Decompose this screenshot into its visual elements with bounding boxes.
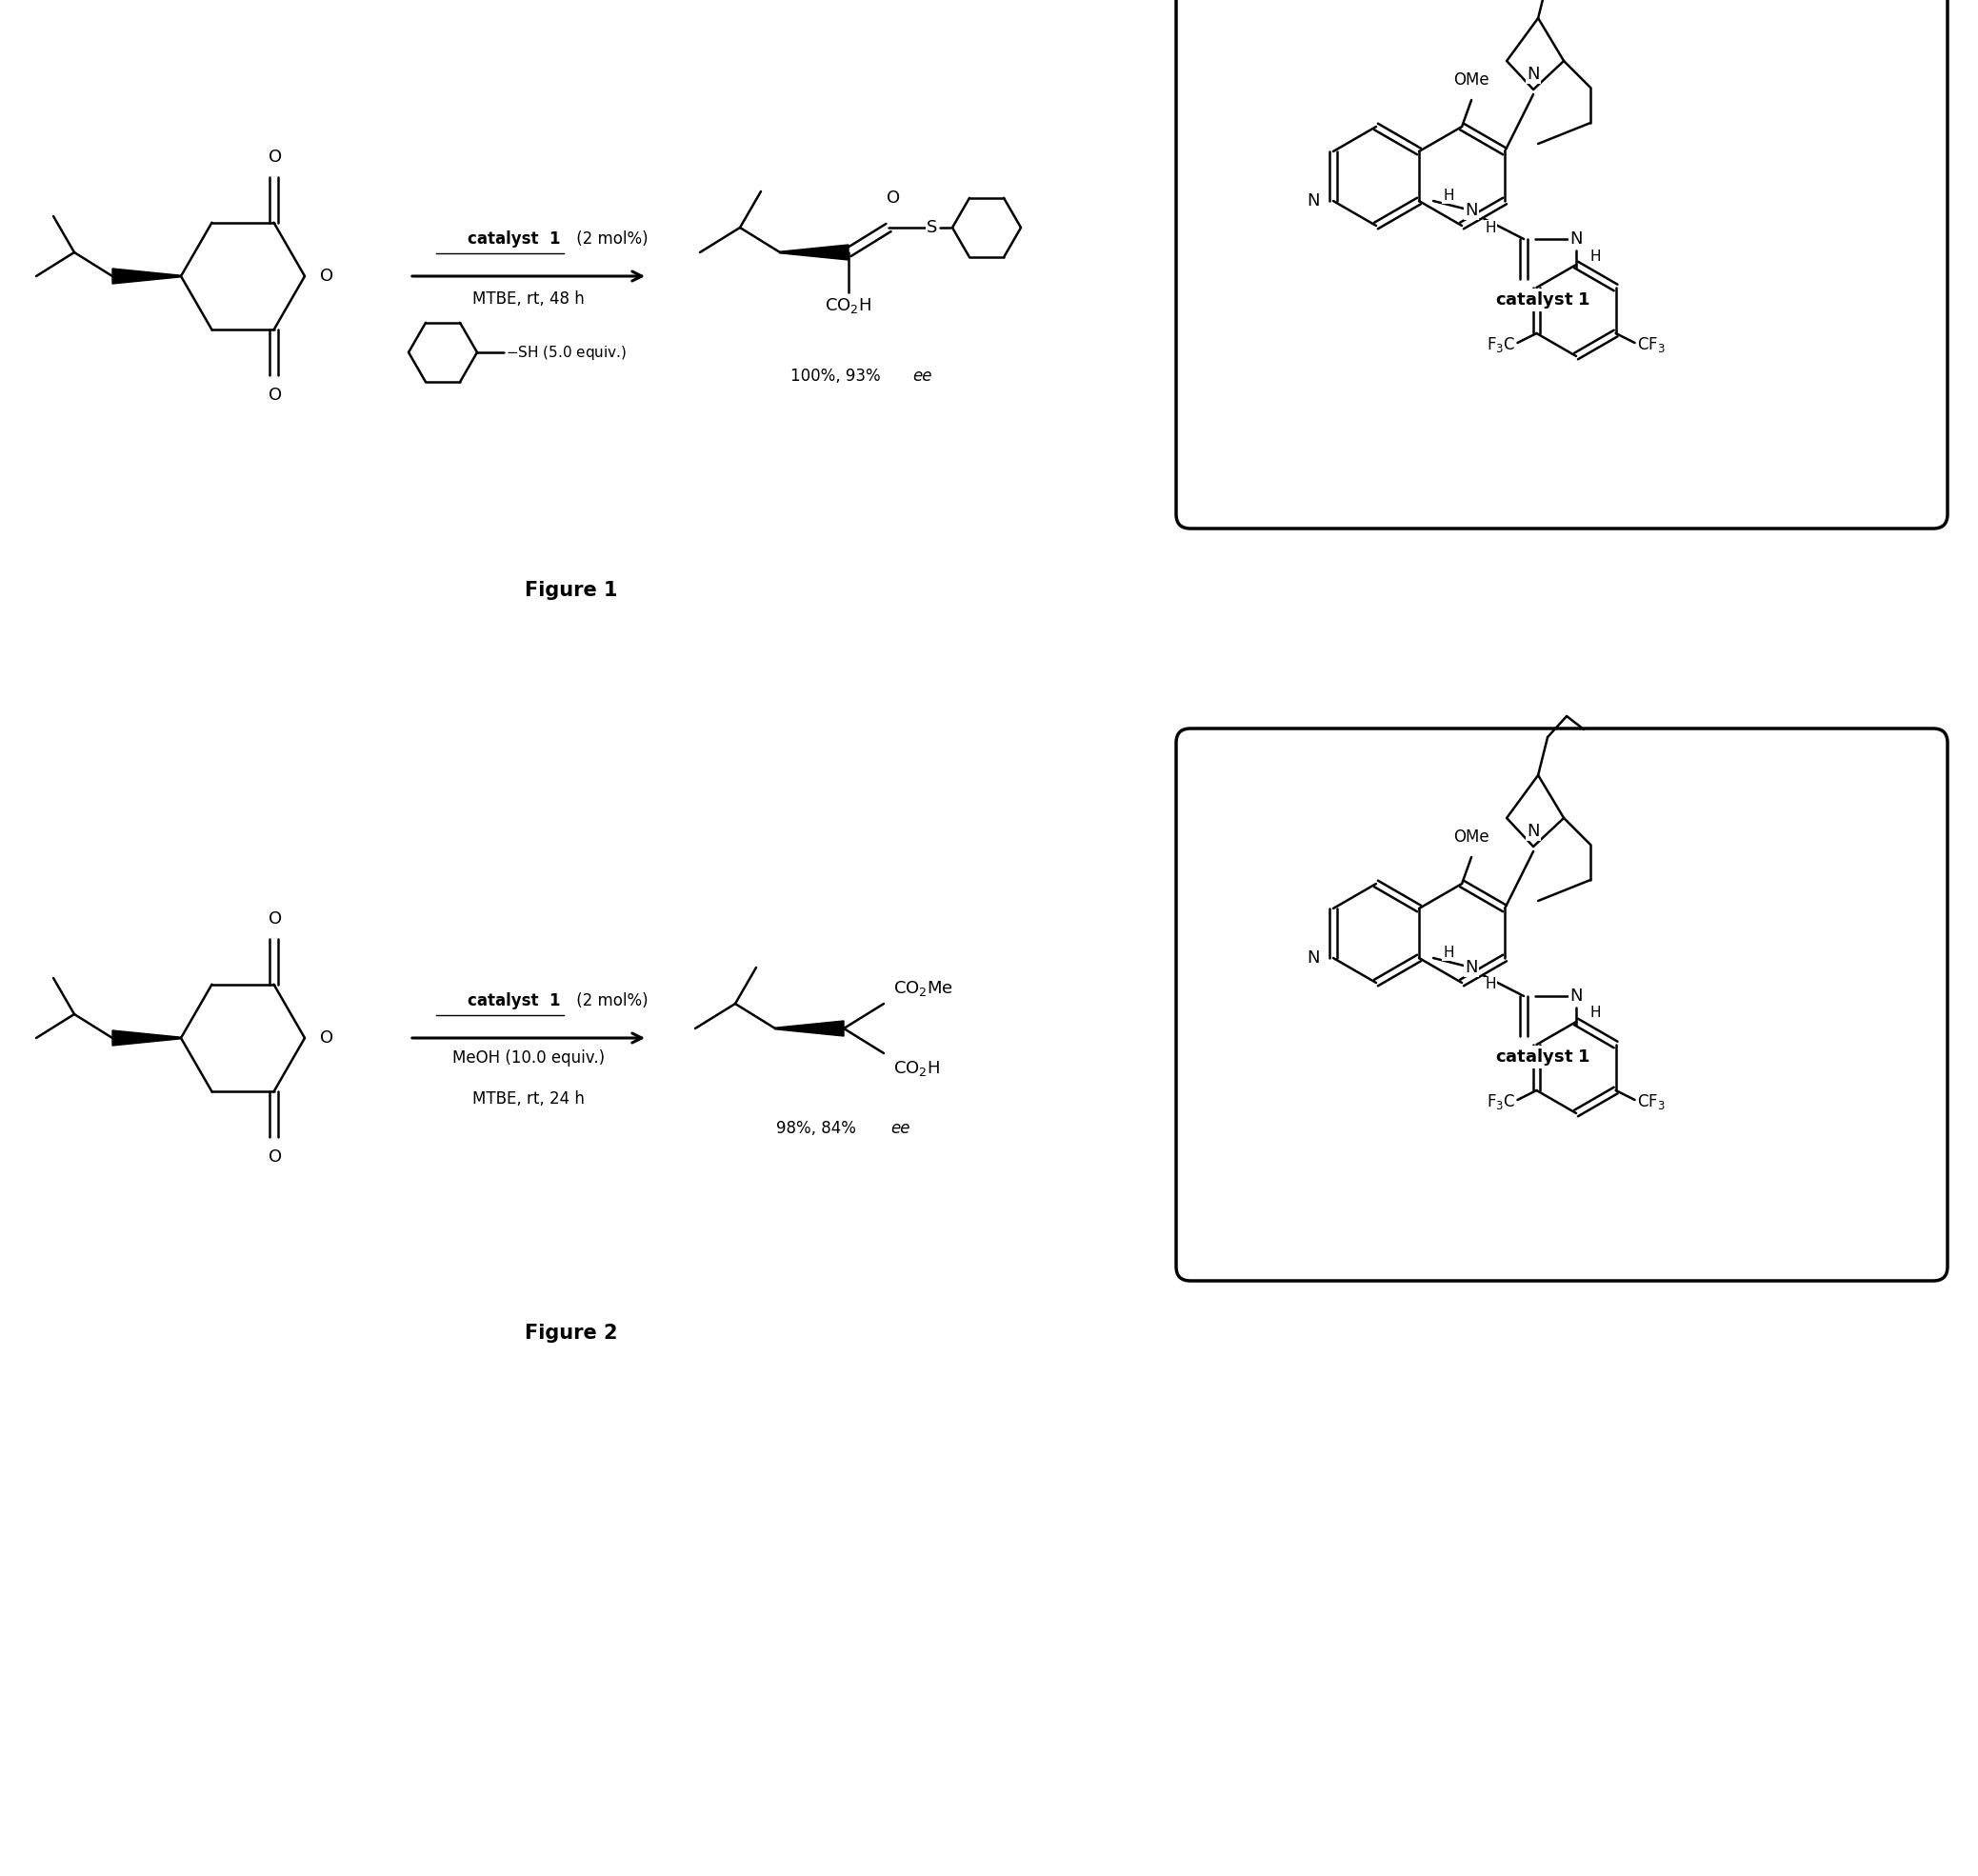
Text: OMe: OMe (1454, 829, 1489, 846)
Text: H: H (1485, 977, 1495, 992)
Text: MTBE, rt, 24 h: MTBE, rt, 24 h (473, 1090, 585, 1107)
Text: MeOH (10.0 equiv.): MeOH (10.0 equiv.) (453, 1049, 605, 1067)
Polygon shape (779, 244, 849, 261)
Polygon shape (775, 1021, 845, 1036)
Text: catalyst  1: catalyst 1 (469, 992, 560, 1009)
Polygon shape (113, 1030, 180, 1045)
Text: ee: ee (890, 1120, 910, 1137)
Text: H: H (1590, 250, 1600, 263)
Text: $\mathbf{catalyst\ 1}$: $\mathbf{catalyst\ 1}$ (1495, 1047, 1590, 1067)
Text: N: N (1307, 193, 1319, 210)
Text: N: N (1527, 824, 1539, 840)
Text: O: O (886, 189, 900, 206)
Text: (2 mol%): (2 mol%) (572, 992, 649, 1009)
Text: O: O (269, 386, 283, 403)
Text: H: H (1485, 221, 1495, 234)
Text: 100%, 93%: 100%, 93% (791, 368, 886, 385)
Text: Figure 1: Figure 1 (524, 582, 617, 600)
Text: O: O (320, 268, 334, 285)
Text: N: N (1307, 949, 1319, 966)
Text: $\mathrm{CO_2H}$: $\mathrm{CO_2H}$ (825, 296, 872, 315)
Text: S: S (1519, 291, 1529, 308)
Text: O: O (320, 1030, 334, 1047)
Text: 98%, 84%: 98%, 84% (777, 1120, 862, 1137)
Text: O: O (269, 910, 283, 927)
Text: $\mathrm{CO_2Me}$: $\mathrm{CO_2Me}$ (894, 979, 953, 998)
Polygon shape (113, 268, 180, 283)
Text: O: O (269, 1148, 283, 1165)
Text: $-$SH (5.0 equiv.): $-$SH (5.0 equiv.) (506, 343, 627, 362)
Text: O: O (269, 148, 283, 165)
Text: H: H (1442, 189, 1454, 203)
Text: CF$_3$: CF$_3$ (1636, 1092, 1665, 1111)
Text: $\mathrm{CO_2H}$: $\mathrm{CO_2H}$ (894, 1058, 940, 1079)
FancyBboxPatch shape (1177, 728, 1948, 1281)
Text: N: N (1466, 959, 1478, 976)
Text: H: H (1442, 946, 1454, 961)
Text: N: N (1571, 987, 1582, 1006)
FancyBboxPatch shape (1177, 0, 1948, 529)
Text: (2 mol%): (2 mol%) (572, 231, 649, 248)
Text: Figure 2: Figure 2 (524, 1324, 617, 1343)
Text: S: S (928, 219, 938, 236)
Text: N: N (1571, 231, 1582, 248)
Text: H: H (1590, 1006, 1600, 1021)
Text: N: N (1527, 66, 1539, 83)
Text: CF$_3$: CF$_3$ (1636, 336, 1665, 355)
Text: catalyst  1: catalyst 1 (469, 231, 560, 248)
Text: MTBE, rt, 48 h: MTBE, rt, 48 h (473, 291, 585, 308)
Text: N: N (1466, 203, 1478, 219)
Text: F$_3$C: F$_3$C (1487, 1092, 1515, 1111)
Text: S: S (1519, 1047, 1529, 1066)
Text: F$_3$C: F$_3$C (1487, 336, 1515, 355)
Text: ee: ee (912, 368, 932, 385)
Text: $\mathbf{catalyst\ 1}$: $\mathbf{catalyst\ 1}$ (1495, 289, 1590, 310)
Text: OMe: OMe (1454, 71, 1489, 88)
